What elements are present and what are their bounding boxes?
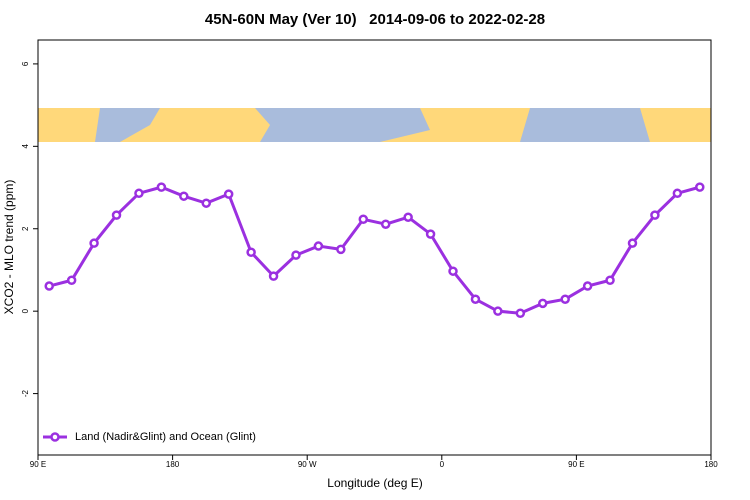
data-point <box>672 188 683 199</box>
x-tick-label: 90 E <box>568 460 584 469</box>
data-point <box>89 238 99 248</box>
data-point <box>493 306 503 316</box>
data-point <box>246 247 256 257</box>
legend-label: Land (Nadir&Glint) and Ocean (Glint) <box>75 431 256 443</box>
data-point <box>66 275 77 286</box>
x-tick-label: 180 <box>704 460 718 469</box>
x-tick-label: 90 E <box>30 460 46 469</box>
data-point <box>156 182 167 192</box>
y-tick-label: 6 <box>21 61 30 66</box>
data-point <box>44 281 54 291</box>
data-point <box>425 229 436 239</box>
data-point <box>358 214 369 225</box>
x-tick-label: 90 W <box>298 460 317 469</box>
legend-marker <box>50 432 60 442</box>
data-point <box>201 198 211 208</box>
map-strip <box>38 108 711 142</box>
data-point <box>111 210 122 220</box>
y-axis-title: XCO2 - MLO trend (ppm) <box>2 180 16 315</box>
y-tick-label: 0 <box>21 308 30 313</box>
data-point <box>403 212 413 222</box>
data-point <box>582 281 593 291</box>
data-point <box>605 275 615 286</box>
data-point <box>291 250 301 260</box>
data-point <box>380 219 391 229</box>
data-point <box>336 244 346 255</box>
y-tick-label: 4 <box>21 144 30 149</box>
x-tick-label: 180 <box>166 460 180 469</box>
data-point <box>268 271 279 281</box>
x-axis-title: Longitude (deg E) <box>327 476 422 490</box>
y-tick-label: -2 <box>21 389 30 397</box>
series-line <box>48 185 701 315</box>
data-point <box>448 266 458 276</box>
chart-title: 45N-60N May (Ver 10) 2014-09-06 to 2022-… <box>205 11 545 28</box>
plot-frame <box>37 39 712 456</box>
data-point <box>223 189 234 199</box>
data-point <box>470 294 481 304</box>
data-point <box>650 210 660 220</box>
data-point <box>179 191 189 201</box>
data-point <box>695 182 705 192</box>
data-point <box>538 298 548 309</box>
x-tick-label: 0 <box>440 460 445 469</box>
data-point <box>627 238 638 248</box>
data-point <box>560 294 570 304</box>
y-tick-label: 2 <box>21 226 30 231</box>
data-point <box>313 241 324 251</box>
data-point <box>134 188 144 199</box>
data-point <box>515 308 526 318</box>
